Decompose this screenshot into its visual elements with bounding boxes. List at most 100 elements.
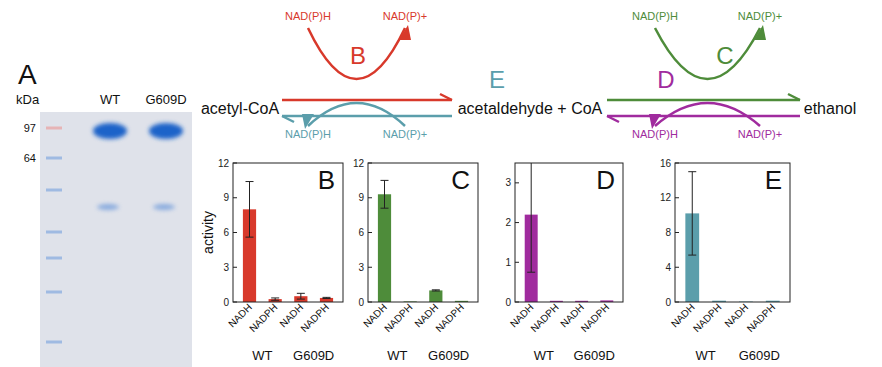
category-label: NADPH [528, 302, 561, 335]
protein-band [93, 123, 127, 139]
tick-label: 12 [218, 158, 230, 169]
group-label: G609D [293, 348, 334, 363]
error-line [300, 293, 301, 299]
ladder-band [46, 291, 62, 294]
error-bar [323, 297, 331, 298]
tick-label: 3 [223, 262, 229, 273]
tick [233, 267, 237, 268]
frame [233, 163, 343, 302]
group-label: WT [387, 348, 407, 363]
arrowhead [399, 25, 411, 40]
category-label: NADPH [433, 302, 466, 335]
reaction-label: D [657, 66, 674, 93]
error-cap [527, 272, 535, 273]
bars [378, 180, 468, 302]
ladder-band [46, 341, 62, 344]
tick-label: 9 [223, 192, 229, 203]
cofactor-arc [308, 28, 405, 79]
minor-band [153, 204, 175, 210]
cofactor-arc [655, 103, 760, 126]
marker-label: 97 [24, 122, 36, 134]
harpoon [788, 94, 800, 100]
arrowhead [302, 114, 314, 129]
tick-label: 0 [505, 297, 511, 308]
error-cap [271, 300, 279, 301]
tick-label: 6 [358, 227, 364, 238]
error-cap [271, 297, 279, 298]
tick [368, 267, 372, 268]
category-label: NADPH [745, 302, 778, 335]
error-cap [246, 237, 254, 238]
cofactor-label: NAD(P)H [285, 10, 331, 22]
cofactor-label: NAD(P)H [285, 128, 331, 140]
reaction: NAD(P)+NAD(P)HD [607, 66, 800, 140]
arrowhead [649, 114, 661, 129]
harpoon [282, 116, 294, 122]
error-cap [381, 180, 389, 181]
error-line [384, 180, 385, 208]
tick [368, 197, 372, 198]
category-label: NADPH [691, 302, 724, 335]
tick-label: 0 [223, 297, 229, 308]
tick [675, 197, 679, 198]
error-line [249, 182, 250, 238]
tick [233, 302, 237, 303]
tick [233, 163, 237, 164]
error-bar [688, 172, 696, 255]
frame [368, 163, 478, 302]
category-label: NADPH [579, 302, 612, 335]
lane-label: WT [100, 92, 120, 107]
error-cap [297, 293, 305, 294]
cofactor-label: NAD(P)H [632, 10, 678, 22]
tick [675, 302, 679, 303]
reaction: NAD(P)HNAD(P)+C [607, 10, 800, 100]
reaction: NAD(P)+NAD(P)HE [282, 66, 505, 140]
tick-label: 0 [358, 297, 364, 308]
error-cap [246, 181, 254, 182]
error-bar [432, 290, 440, 291]
reaction-label: B [350, 42, 366, 69]
error-bar [246, 182, 254, 238]
error-cap [688, 171, 696, 172]
group-label: G609D [739, 348, 780, 363]
tick [368, 232, 372, 233]
harpoon [607, 116, 619, 122]
bar [429, 290, 442, 302]
panel-label: C [451, 165, 470, 195]
category-label: NADPH [298, 302, 331, 335]
error-line [531, 163, 532, 272]
category-label: NADPH [382, 302, 415, 335]
tick [368, 163, 372, 164]
frame [675, 163, 790, 302]
ladder-band [46, 257, 62, 260]
bar [320, 298, 333, 302]
tick-label: 8 [665, 227, 671, 238]
tick [368, 302, 372, 303]
error-bar [271, 298, 279, 300]
tick-label: 0 [665, 297, 671, 308]
tick-label: 6 [223, 227, 229, 238]
gel [40, 112, 192, 367]
tick [515, 222, 519, 223]
figure: AkDaWTG609D9764acetyl-CoAacetaldehyde + … [0, 0, 882, 367]
cofactor-label: NAD(P)+ [738, 10, 782, 22]
error-cap [432, 289, 440, 290]
tick-label: 2 [505, 217, 511, 228]
reaction-line [607, 115, 800, 118]
arrowhead [754, 25, 766, 40]
axis-label: activity [200, 211, 216, 254]
chart: 036912CNADHNADPHNADHNADPHWTG609D [353, 158, 478, 364]
tick [515, 182, 519, 183]
reaction-label: E [489, 66, 505, 93]
frame [515, 163, 623, 302]
tick [233, 197, 237, 198]
ladder-band [46, 157, 62, 160]
panel-label: E [765, 165, 782, 195]
tick [515, 302, 519, 303]
error-cap [323, 298, 331, 299]
error-cap [688, 255, 696, 256]
compound: ethanol [804, 100, 857, 117]
error-cap [432, 290, 440, 291]
tick [675, 267, 679, 268]
error-cap [323, 297, 331, 298]
